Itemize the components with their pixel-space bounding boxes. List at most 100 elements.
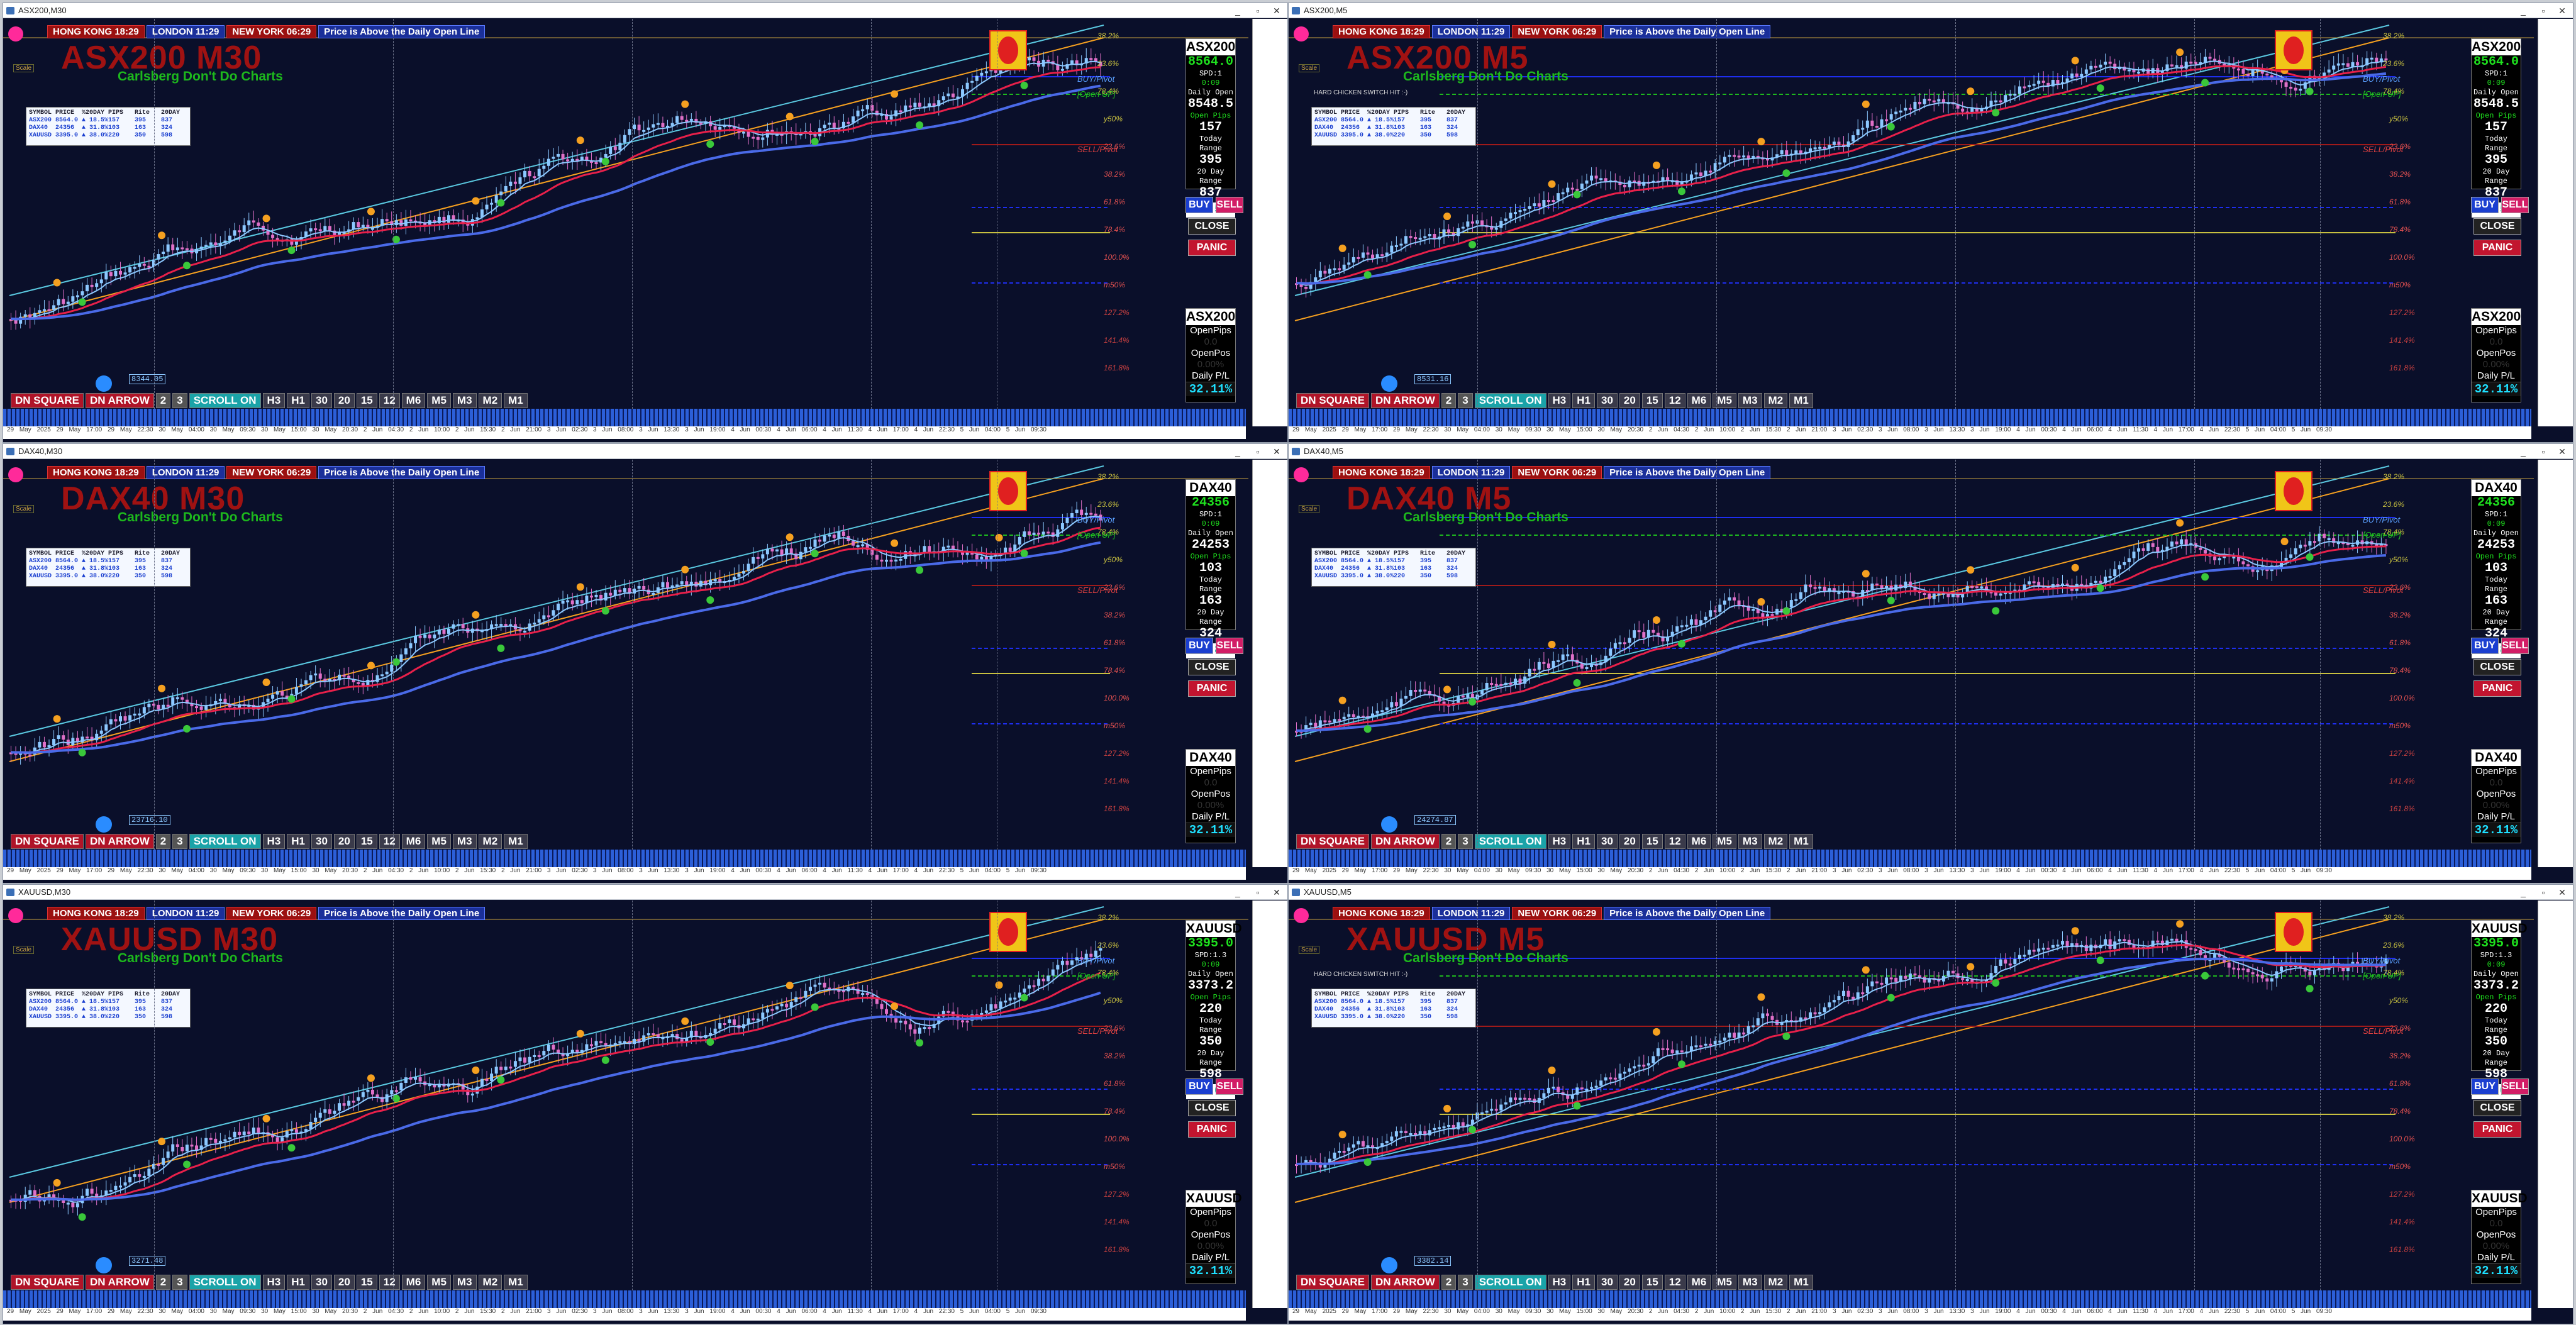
buy-button[interactable]: BUY [2471, 197, 2499, 213]
close-button[interactable]: CLOSE [2473, 218, 2521, 235]
two-button[interactable]: 2 [155, 1275, 171, 1290]
timeframe-h3-button[interactable]: H3 [262, 834, 286, 849]
timeframe-m1-button[interactable]: M1 [504, 393, 528, 408]
timeframe-20-button[interactable]: 20 [333, 834, 355, 849]
timeframe-h1-button[interactable]: H1 [287, 393, 309, 408]
panic-button[interactable]: PANIC [2473, 240, 2521, 256]
scale-label[interactable]: Scale [13, 505, 35, 513]
scale-label[interactable]: Scale [1299, 505, 1320, 513]
price-chart[interactable]: HONG KONG 18:29 LONDON 11:29 NEW YORK 06… [3, 19, 1287, 442]
timeframe-30-button[interactable]: 30 [1596, 834, 1618, 849]
close-window-icon[interactable]: ✕ [1273, 6, 1280, 16]
timeframe-h1-button[interactable]: H1 [287, 1275, 309, 1290]
timeframe-m2-button[interactable]: M2 [1763, 834, 1788, 849]
scroll-on-button[interactable]: SCROLL ON [189, 393, 261, 408]
price-axis[interactable] [1252, 460, 1287, 867]
close-window-icon[interactable]: ✕ [2558, 887, 2566, 897]
timeframe-m3-button[interactable]: M3 [1738, 1275, 1762, 1290]
timeframe-m3-button[interactable]: M3 [452, 1275, 477, 1290]
timeframe-m2-button[interactable]: M2 [478, 393, 502, 408]
sell-button[interactable]: SELL [2501, 1078, 2529, 1095]
timeframe-m5-button[interactable]: M5 [427, 1275, 451, 1290]
window-titlebar[interactable]: XAUUSD,M5 _ ▫ ✕ [1289, 885, 2573, 900]
window-titlebar[interactable]: ASX200,M30 _ ▫ ✕ [3, 3, 1287, 18]
scale-label[interactable]: Scale [13, 946, 35, 954]
scroll-on-button[interactable]: SCROLL ON [1474, 1275, 1546, 1290]
timeframe-30-button[interactable]: 30 [1596, 1275, 1618, 1290]
panic-button[interactable]: PANIC [2473, 680, 2521, 697]
panic-button[interactable]: PANIC [1188, 240, 1236, 256]
timeframe-m3-button[interactable]: M3 [452, 393, 477, 408]
dn-square-button[interactable]: DN SQUARE [1296, 834, 1370, 849]
three-button[interactable]: 3 [172, 834, 187, 849]
minimize-icon[interactable]: _ [2521, 887, 2526, 897]
timeframe-30-button[interactable]: 30 [311, 834, 332, 849]
close-button[interactable]: CLOSE [1188, 218, 1236, 235]
dn-square-button[interactable]: DN SQUARE [11, 393, 84, 408]
timeframe-h1-button[interactable]: H1 [1572, 393, 1595, 408]
maximize-icon[interactable]: ▫ [1256, 887, 1260, 897]
dn-square-button[interactable]: DN SQUARE [11, 1275, 84, 1290]
sell-button[interactable]: SELL [1216, 197, 1243, 213]
timeframe-h3-button[interactable]: H3 [262, 393, 286, 408]
minimize-icon[interactable]: _ [2521, 446, 2526, 457]
three-button[interactable]: 3 [1458, 393, 1473, 408]
timeframe-20-button[interactable]: 20 [1619, 393, 1640, 408]
price-axis[interactable] [2538, 460, 2573, 867]
close-window-icon[interactable]: ✕ [2558, 6, 2566, 16]
timeframe-m1-button[interactable]: M1 [1789, 834, 1813, 849]
two-button[interactable]: 2 [155, 393, 171, 408]
timeframe-h1-button[interactable]: H1 [1572, 834, 1595, 849]
close-button[interactable]: CLOSE [2473, 1100, 2521, 1116]
timeframe-m6-button[interactable]: M6 [401, 834, 426, 849]
three-button[interactable]: 3 [172, 1275, 187, 1290]
maximize-icon[interactable]: ▫ [2541, 887, 2545, 897]
buy-button[interactable]: BUY [2471, 1078, 2499, 1095]
timeframe-30-button[interactable]: 30 [1596, 393, 1618, 408]
timeframe-m5-button[interactable]: M5 [427, 393, 451, 408]
maximize-icon[interactable]: ▫ [1256, 6, 1260, 16]
timeframe-m2-button[interactable]: M2 [478, 1275, 502, 1290]
price-chart[interactable]: HONG KONG 18:29 LONDON 11:29 NEW YORK 06… [1289, 901, 2573, 1324]
timeframe-15-button[interactable]: 15 [356, 1275, 377, 1290]
panic-button[interactable]: PANIC [1188, 1121, 1236, 1138]
sell-button[interactable]: SELL [1216, 638, 1243, 654]
maximize-icon[interactable]: ▫ [2541, 6, 2545, 16]
timeframe-m2-button[interactable]: M2 [478, 834, 502, 849]
dn-arrow-button[interactable]: DN ARROW [86, 393, 154, 408]
two-button[interactable]: 2 [1441, 834, 1457, 849]
timeframe-m2-button[interactable]: M2 [1763, 393, 1788, 408]
price-chart[interactable]: HONG KONG 18:29 LONDON 11:29 NEW YORK 06… [1289, 19, 2573, 442]
two-button[interactable]: 2 [155, 834, 171, 849]
maximize-icon[interactable]: ▫ [2541, 446, 2545, 457]
timeframe-15-button[interactable]: 15 [1641, 1275, 1663, 1290]
price-chart[interactable]: HONG KONG 18:29 LONDON 11:29 NEW YORK 06… [1289, 460, 2573, 883]
timeframe-h3-button[interactable]: H3 [1548, 834, 1571, 849]
close-button[interactable]: CLOSE [1188, 1100, 1236, 1116]
close-button[interactable]: CLOSE [1188, 659, 1236, 675]
scale-label[interactable]: Scale [1299, 946, 1320, 954]
price-axis[interactable] [1252, 901, 1287, 1308]
sell-button[interactable]: SELL [2501, 638, 2529, 654]
timeframe-m6-button[interactable]: M6 [1687, 393, 1711, 408]
price-axis[interactable] [2538, 901, 2573, 1308]
timeframe-12-button[interactable]: 12 [379, 393, 400, 408]
dn-arrow-button[interactable]: DN ARROW [1371, 834, 1440, 849]
dn-arrow-button[interactable]: DN ARROW [86, 834, 154, 849]
window-titlebar[interactable]: DAX40,M30 _ ▫ ✕ [3, 444, 1287, 459]
timeframe-m1-button[interactable]: M1 [504, 834, 528, 849]
dn-square-button[interactable]: DN SQUARE [1296, 393, 1370, 408]
window-titlebar[interactable]: XAUUSD,M30 _ ▫ ✕ [3, 885, 1287, 900]
scale-label[interactable]: Scale [13, 64, 35, 72]
timeframe-20-button[interactable]: 20 [333, 393, 355, 408]
price-chart[interactable]: HONG KONG 18:29 LONDON 11:29 NEW YORK 06… [3, 901, 1287, 1324]
scroll-on-button[interactable]: SCROLL ON [189, 1275, 261, 1290]
window-titlebar[interactable]: DAX40,M5 _ ▫ ✕ [1289, 444, 2573, 459]
close-window-icon[interactable]: ✕ [1273, 887, 1280, 897]
timeframe-m3-button[interactable]: M3 [452, 834, 477, 849]
timeframe-m1-button[interactable]: M1 [1789, 1275, 1813, 1290]
three-button[interactable]: 3 [1458, 1275, 1473, 1290]
timeframe-15-button[interactable]: 15 [1641, 393, 1663, 408]
dn-square-button[interactable]: DN SQUARE [11, 834, 84, 849]
maximize-icon[interactable]: ▫ [1256, 446, 1260, 457]
